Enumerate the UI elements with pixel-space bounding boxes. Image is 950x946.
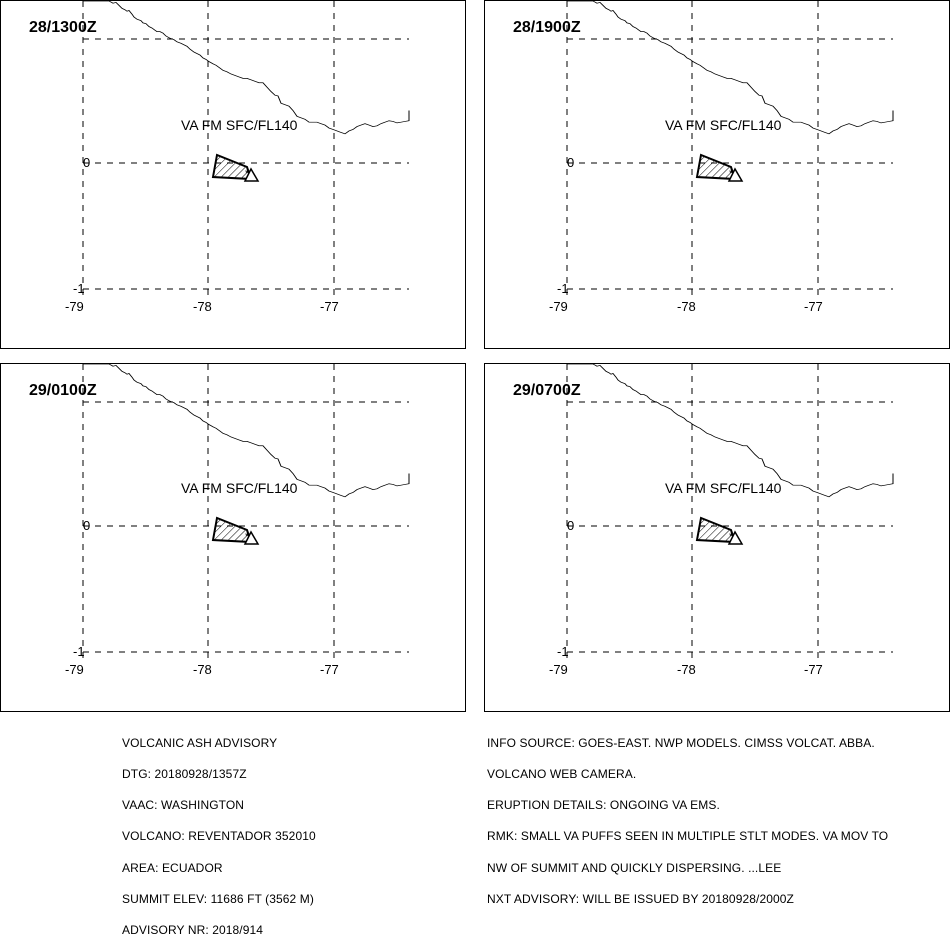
- lat-label-minus-1: -1: [73, 281, 85, 296]
- map-canvas: *: [82, 1, 410, 297]
- panel-time-label: 28/1900Z: [513, 19, 581, 36]
- advisory-line: VOLCANIC ASH ADVISORY: [122, 735, 278, 750]
- volcano-icon: [727, 530, 744, 545]
- panel-time-label: 28/1300Z: [29, 19, 97, 36]
- forecast-panel-28-1900z: * 28/1900Z VA FM SFC/FL140 0 -1 -79 -78 …: [484, 0, 950, 349]
- lon-label-minus-77: -77: [320, 662, 339, 677]
- summit-marker-icon: *: [729, 168, 734, 180]
- coastline: [83, 364, 410, 498]
- advisory-line: ERUPTION DETAILS: ONGOING VA EMS.: [487, 798, 720, 813]
- lon-label-minus-79: -79: [65, 299, 84, 314]
- advisory-details-block: INFO SOURCE: GOES-EAST. NWP MODELS. CIMS…: [487, 717, 888, 915]
- forecast-panel-29-0100z: * 29/0100Z VA FM SFC/FL140 0 -1 -79 -78 …: [0, 363, 466, 712]
- volcano-icon: [727, 167, 744, 182]
- forecast-panel-29-0700z: * 29/0700Z VA FM SFC/FL140 0 -1 -79 -78 …: [484, 363, 950, 712]
- lon-label-minus-78: -78: [677, 299, 696, 314]
- summit-marker-icon: *: [245, 168, 250, 180]
- lat-label-0: 0: [567, 518, 575, 533]
- advisory-line: RMK: SMALL VA PUFFS SEEN IN MULTIPLE STL…: [487, 829, 889, 844]
- ash-level-label: VA FM SFC/FL140: [181, 480, 298, 496]
- lat-label-0: 0: [83, 155, 91, 170]
- lon-label-minus-79: -79: [65, 662, 84, 677]
- advisory-line: VOLCANO: REVENTADOR 352010: [122, 829, 316, 844]
- lon-label-minus-77: -77: [804, 299, 823, 314]
- advisory-line: INFO SOURCE: GOES-EAST. NWP MODELS. CIMS…: [487, 735, 875, 750]
- lat-label-0: 0: [567, 155, 575, 170]
- ash-level-label: VA FM SFC/FL140: [665, 117, 782, 133]
- advisory-line: NXT ADVISORY: WILL BE ISSUED BY 20180928…: [487, 891, 794, 906]
- lat-label-minus-1: -1: [557, 644, 569, 659]
- forecast-panel-28-1300z: * 28/1300Z VA FM SFC/FL140 0 -1 -79 -78 …: [0, 0, 466, 349]
- coastline: [83, 1, 410, 135]
- volcano-icon: [243, 530, 260, 545]
- map-canvas: *: [82, 364, 410, 660]
- lat-label-minus-1: -1: [73, 644, 85, 659]
- lon-label-minus-78: -78: [193, 299, 212, 314]
- lon-label-minus-77: -77: [804, 662, 823, 677]
- advisory-line: VOLCANO WEB CAMERA.: [487, 767, 637, 782]
- lon-label-minus-79: -79: [549, 299, 568, 314]
- summit-marker-icon: *: [245, 531, 250, 543]
- map-canvas: *: [566, 364, 894, 660]
- map-canvas: *: [566, 1, 894, 297]
- panel-time-label: 29/0700Z: [513, 382, 581, 399]
- advisory-header-block: VOLCANIC ASH ADVISORY DTG: 20180928/1357…: [122, 717, 316, 946]
- panel-time-label: 29/0100Z: [29, 382, 97, 399]
- ash-level-label: VA FM SFC/FL140: [181, 117, 298, 133]
- advisory-line: ADVISORY NR: 2018/914: [122, 923, 264, 938]
- lon-label-minus-79: -79: [549, 662, 568, 677]
- volcano-icon: [243, 167, 260, 182]
- advisory-line: VAAC: WASHINGTON: [122, 798, 245, 813]
- advisory-line: SUMMIT ELEV: 11686 FT (3562 M): [122, 891, 314, 906]
- advisory-line: NW OF SUMMIT AND QUICKLY DISPERSING. ...…: [487, 860, 782, 875]
- coastline: [567, 364, 894, 498]
- ash-level-label: VA FM SFC/FL140: [665, 480, 782, 496]
- advisory-line: DTG: 20180928/1357Z: [122, 767, 247, 782]
- advisory-line: AREA: ECUADOR: [122, 860, 223, 875]
- lat-label-minus-1: -1: [557, 281, 569, 296]
- lon-label-minus-77: -77: [320, 299, 339, 314]
- lat-label-0: 0: [83, 518, 91, 533]
- lon-label-minus-78: -78: [677, 662, 696, 677]
- coastline: [567, 1, 894, 135]
- lon-label-minus-78: -78: [193, 662, 212, 677]
- summit-marker-icon: *: [729, 531, 734, 543]
